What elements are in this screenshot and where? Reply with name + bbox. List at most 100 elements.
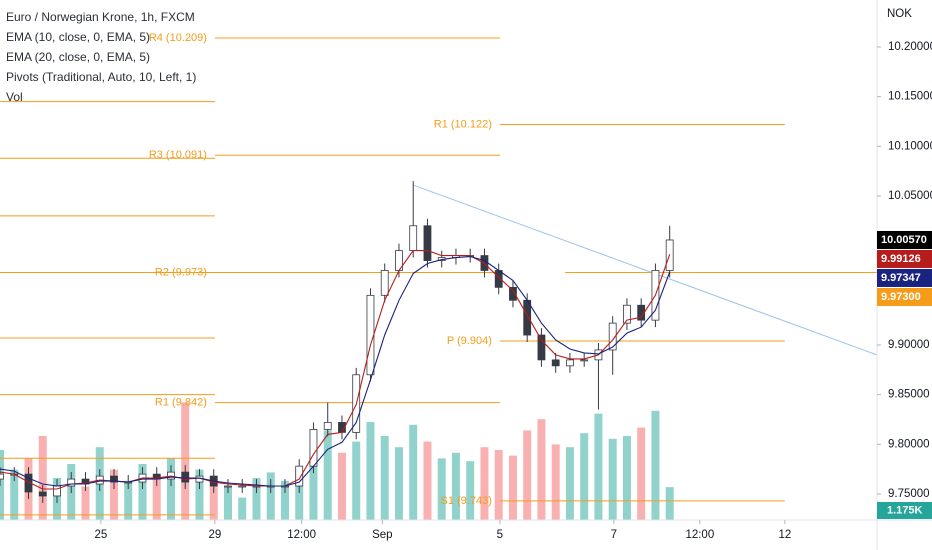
volume-bar [337,452,346,520]
pivot-label: R1 (10.122) [434,118,492,130]
volume-box [877,502,932,519]
trend-line [413,184,878,356]
candle-body [566,359,574,367]
volume-bar [523,430,532,520]
volume-bar [608,438,617,520]
volume-bar [494,450,503,520]
legend-ema10: EMA (10, close, 0, EMA, 5) [6,30,150,44]
price-box [877,287,932,306]
y-tick-label: 9.75000 [888,488,930,500]
candle-body [24,473,33,493]
x-tick-label: 7 [611,529,617,541]
candle-body [309,429,318,467]
pivot-label: R2 (9.973) [155,266,207,278]
candle-body [623,304,631,324]
legend-ema20: EMA (20, close, 0, EMA, 5) [6,50,150,64]
candle-body [67,478,76,487]
volume-bar [181,402,190,520]
volume-bar [380,436,389,520]
volume-bar [238,497,247,520]
ema-line [0,256,671,487]
pivot-label: R1 (9.842) [155,396,207,408]
volume-bar [81,486,90,520]
candle-body [323,422,332,430]
volume-bar [409,424,418,520]
volume-bar [223,486,232,520]
volume-bar [551,444,560,520]
price-box [877,230,932,249]
volume-bar [10,469,19,520]
candle-body [608,322,617,351]
y-tick-label: 10.10000 [888,140,932,152]
volume-bar [537,419,546,520]
volume-bar [280,480,289,520]
candle-body [238,485,247,488]
candle-body [580,359,589,362]
y-tick-label: 10.05000 [888,190,932,202]
candle-body [380,270,389,296]
volume-bar [437,458,446,520]
candle-body [181,471,190,483]
plot-area: R4 (10.209) R3 (10.091) R2 (9.973) R1 (9.84… [0,32,878,520]
volume-bar [651,410,660,520]
volume-bar [622,436,631,520]
pivot-label: R4 (10.209) [149,32,207,44]
volume-bar [166,458,175,520]
pivot-label: R3 (10.091) [149,149,207,161]
x-tick-label: Sep [372,529,392,541]
volume-bar [366,422,375,520]
x-tick-label: 5 [497,529,503,541]
volume-bar [480,447,489,520]
price-box-label: 9.97347 [881,272,921,284]
volume-bar [38,436,47,520]
volume-bar [323,430,332,520]
pivot-label: P (9.904) [447,335,492,347]
candle-body [509,286,517,301]
pivot-label: S1 (9.743) [441,495,492,507]
volume-bar [0,450,4,520]
volume-bar [266,472,275,520]
candle-body [110,475,118,483]
candle-body [551,359,560,367]
price-box [877,249,932,268]
y-tick-label: 9.85000 [888,389,930,401]
candle-body [409,225,418,252]
volume-bar [394,447,403,520]
volume-bar [209,478,218,520]
candle-body [53,485,61,497]
volume-bar [466,461,475,520]
volume-bar [580,433,589,520]
y-tick-label: 9.80000 [888,438,930,450]
volume-bar [451,452,460,520]
volume-box-label: 1.175K [887,504,923,516]
candle-body [423,225,432,261]
price-box [877,268,932,287]
candle-body [537,334,546,361]
volume-bar [352,441,361,520]
candle-body [224,485,232,488]
volume-bar [423,441,432,520]
volume-bar [637,427,646,520]
volume-bar [109,469,118,520]
volume-bar [309,447,318,520]
volume-bar [665,487,674,520]
price-box-label: 10.00570 [881,234,927,246]
volume-bar [295,469,304,520]
candle-body [366,294,375,376]
x-tick-label: 12:00 [287,529,316,541]
candle-body [38,491,47,497]
y-tick-label: 10.15000 [888,91,932,103]
y-tick-label: 9.90000 [888,339,930,351]
price-box-label: 9.99126 [881,253,921,265]
volume-bar [508,455,517,520]
x-tick-label: 25 [95,529,108,541]
chart-title: Euro / Norwegian Krone, 1h, FXCM [6,10,195,24]
candle-body [295,465,304,487]
legend-volume: Vol [6,90,23,104]
x-tick-label: 29 [209,529,222,541]
volume-bar [252,478,261,520]
volume-bar [124,480,133,520]
volume-bar [195,469,204,520]
x-tick-label: 12:00 [685,529,714,541]
